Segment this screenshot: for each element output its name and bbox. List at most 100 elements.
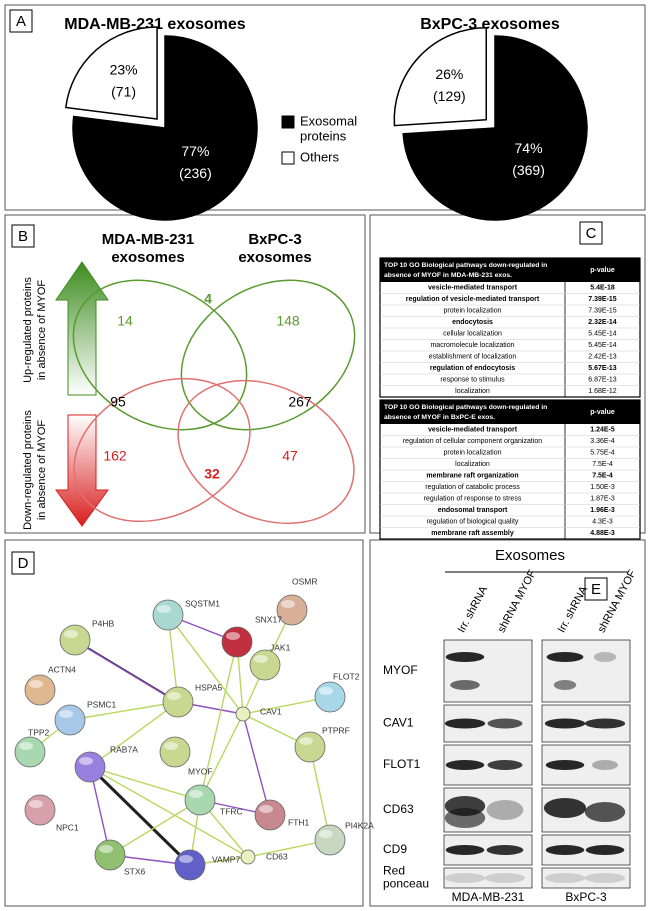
legend-label: proteins	[300, 128, 347, 143]
node-label: CD63	[266, 851, 288, 861]
network-node	[74, 751, 106, 783]
legend-swatch	[281, 115, 295, 129]
down-arrow	[55, 414, 109, 527]
network-node	[235, 706, 251, 722]
network-node	[59, 624, 91, 656]
blot-band	[486, 800, 524, 820]
table-cell: localization	[455, 461, 490, 468]
venn-down-bxpc	[177, 379, 355, 525]
node-label: P4HB	[92, 618, 115, 628]
blot-band	[487, 760, 523, 770]
blot-band	[544, 718, 586, 729]
network-node	[159, 736, 191, 768]
table-cell: membrane raft organization	[426, 473, 518, 480]
table-cell: vesicle-mediated transport	[428, 427, 518, 434]
network-edge	[76, 641, 181, 705]
network-edge	[167, 614, 244, 715]
table-cell: 1.96E-3	[590, 507, 615, 514]
blot-band	[487, 718, 523, 729]
pie-title: MDA-MB-231 exosomes	[64, 16, 245, 33]
table-cell: 4.3E-3	[592, 519, 613, 526]
pie-title: BxPC-3 exosomes	[420, 16, 560, 33]
table-cell: 7.5E-4	[592, 473, 613, 480]
panel-label-box	[9, 9, 33, 33]
panel-label: C	[586, 225, 597, 242]
node-highlight	[179, 855, 193, 863]
table-cell: membrane raft assembly	[431, 530, 514, 537]
pie-slice	[64, 26, 158, 120]
table-header	[380, 258, 640, 282]
node-label: PSMC1	[87, 699, 117, 709]
panel-label: E	[591, 581, 601, 598]
network-edge	[89, 766, 249, 858]
blot-title: Exosomes	[495, 547, 565, 564]
table-cell: regulation of endocytosis	[430, 365, 515, 372]
network-edge	[89, 766, 201, 801]
blot-band	[584, 802, 626, 822]
table-cell: 3.36E-4	[590, 438, 615, 445]
blot-row-label: ponceau	[383, 877, 429, 891]
blot-band	[450, 680, 480, 690]
node-highlight	[157, 605, 171, 613]
table-cell: 5.67E-13	[588, 365, 617, 372]
network-node	[254, 799, 286, 831]
table-header-text: p-value	[590, 267, 615, 274]
network-edge	[109, 799, 201, 856]
node-label: TFRC	[220, 806, 243, 816]
network-node	[94, 839, 126, 871]
table-cell: macromolecule localization	[430, 342, 514, 349]
pie-percent-label: 23%	[110, 62, 138, 78]
pie-percent-label: 74%	[515, 140, 543, 156]
panel-label: B	[18, 228, 28, 245]
node-highlight	[299, 737, 313, 745]
panel-label: D	[18, 555, 29, 572]
venn-count: 4	[204, 291, 212, 307]
blot-band	[486, 845, 524, 855]
node-label: PTPRF	[322, 725, 350, 735]
table-cell: 5.45E-14	[588, 342, 617, 349]
table-cell: regulation of biological quality	[427, 519, 519, 526]
node-label: STX6	[124, 866, 146, 876]
generated-content: MDA-MB-231 exosomes 77% (236) 23% (71) BxPC-3…	[14, 16, 641, 904]
venn-count: 32	[204, 466, 220, 482]
network-node	[221, 626, 253, 658]
blot-panel	[443, 867, 533, 889]
node-label: FLOT2	[333, 671, 360, 681]
table-cell: vesicle-mediated transport	[428, 285, 518, 292]
node-label: SNX17	[255, 614, 282, 624]
table-header-text: TOP 10 GO Biological pathways down-regul…	[384, 262, 547, 269]
node-label: TPP2	[28, 727, 50, 737]
table-cell: cellular localization	[443, 331, 502, 338]
network-node	[314, 824, 346, 856]
blot-panel	[541, 639, 631, 703]
table-header	[380, 400, 640, 424]
node-label: FTH1	[288, 817, 310, 827]
network-node	[162, 686, 194, 718]
node-highlight	[319, 830, 333, 838]
network-node	[174, 849, 206, 881]
lane-label: Irr. shRNA	[456, 584, 491, 635]
up-arrow	[55, 261, 109, 396]
set-title: exosomes	[111, 249, 184, 266]
network-node	[24, 794, 56, 826]
node-label: MYOF	[188, 766, 213, 776]
blot-row-label: CAV1	[383, 716, 414, 730]
network-node	[314, 681, 346, 713]
pie-count-label: (129)	[433, 88, 466, 104]
table-cell: 7.39E-15	[588, 296, 617, 303]
table-cell: localization	[455, 388, 490, 395]
panel-d-frame	[4, 539, 364, 907]
legend-label: Others	[300, 149, 340, 164]
table-cell: 5.75E-4	[590, 450, 615, 457]
blot-band	[545, 845, 585, 855]
blot-row-label: MYOF	[383, 663, 418, 677]
arrow-label: Up-regulated proteins	[22, 277, 34, 383]
legend-label: Exosomal	[300, 113, 357, 128]
blot-band	[545, 760, 585, 770]
blot-band	[444, 873, 486, 883]
table-cell: regulation of vesicle-mediated transport	[406, 296, 540, 303]
table-header-text: p-value	[590, 409, 615, 416]
blot-band	[546, 652, 584, 662]
table-cell: 5.45E-14	[588, 331, 617, 338]
node-label: NPC1	[56, 822, 79, 832]
